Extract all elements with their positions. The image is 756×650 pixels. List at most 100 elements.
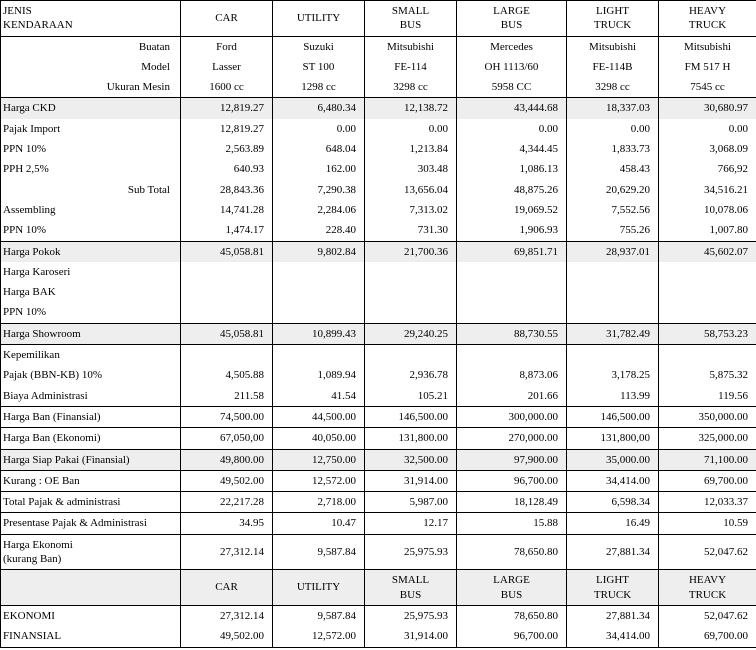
row-val-8-2 bbox=[365, 262, 457, 282]
row-label-12: Kepemilikan bbox=[1, 345, 181, 366]
row-val-12-5 bbox=[659, 345, 756, 366]
row-val-1-3: 0.00 bbox=[457, 119, 567, 139]
summary-val-0-0: 27,312.14 bbox=[181, 605, 273, 626]
row-val-13-5: 5,875.32 bbox=[659, 365, 756, 385]
row-val-9-2 bbox=[365, 282, 457, 302]
row-val-4-3: 48,875.26 bbox=[457, 180, 567, 200]
spec-val-0-0: Ford bbox=[181, 36, 273, 57]
row-val-5-0: 14,741.28 bbox=[181, 200, 273, 220]
row-val-3-0: 640.93 bbox=[181, 159, 273, 179]
row-val-2-4: 1,833.73 bbox=[567, 139, 659, 159]
row-label-4: Sub Total bbox=[1, 180, 181, 200]
row-label-18: Kurang : OE Ban bbox=[1, 470, 181, 491]
row-val-20-1: 10.47 bbox=[273, 513, 365, 534]
row-val-18-3: 96,700.00 bbox=[457, 470, 567, 491]
summary-val-1-0: 49,502.00 bbox=[181, 626, 273, 647]
row-val-2-1: 648.04 bbox=[273, 139, 365, 159]
row-label-7: Harga Pokok bbox=[1, 241, 181, 262]
row-val-17-5: 71,100.00 bbox=[659, 449, 756, 470]
row-val-14-2: 105.21 bbox=[365, 386, 457, 407]
row-val-2-3: 4,344.45 bbox=[457, 139, 567, 159]
row-val-21-0: 27,312.14 bbox=[181, 534, 273, 570]
spec-val-0-3: Mercedes bbox=[457, 36, 567, 57]
row-val-7-5: 45,602.07 bbox=[659, 241, 756, 262]
row-val-2-0: 2,563.89 bbox=[181, 139, 273, 159]
row-val-0-0: 12,819.27 bbox=[181, 98, 273, 119]
row-val-8-0 bbox=[181, 262, 273, 282]
row-val-3-5: 766,92 bbox=[659, 159, 756, 179]
row-val-10-5 bbox=[659, 302, 756, 323]
group-header-col-0: CAR bbox=[181, 570, 273, 606]
summary-val-1-5: 69,700.00 bbox=[659, 626, 756, 647]
vehicle-cost-table: JENISKENDARAANCARUTILITYSMALLBUSLARGEBUS… bbox=[0, 0, 756, 648]
row-val-6-2: 731.30 bbox=[365, 220, 457, 241]
row-val-17-1: 12,750.00 bbox=[273, 449, 365, 470]
row-val-21-4: 27,881.34 bbox=[567, 534, 659, 570]
group-header-col-5: HEAVYTRUCK bbox=[659, 570, 756, 606]
row-val-1-0: 12,819.27 bbox=[181, 119, 273, 139]
row-val-9-1 bbox=[273, 282, 365, 302]
row-val-13-3: 8,873.06 bbox=[457, 365, 567, 385]
row-val-8-5 bbox=[659, 262, 756, 282]
row-val-9-3 bbox=[457, 282, 567, 302]
summary-val-1-3: 96,700.00 bbox=[457, 626, 567, 647]
row-val-11-4: 31,782.49 bbox=[567, 323, 659, 344]
row-val-7-0: 45,058.81 bbox=[181, 241, 273, 262]
row-val-11-0: 45,058.81 bbox=[181, 323, 273, 344]
row-val-6-4: 755.26 bbox=[567, 220, 659, 241]
row-val-8-3 bbox=[457, 262, 567, 282]
spec-val-1-3: OH 1113/60 bbox=[457, 57, 567, 77]
spec-val-2-1: 1298 cc bbox=[273, 77, 365, 98]
row-val-18-2: 31,914.00 bbox=[365, 470, 457, 491]
header-col-0: CAR bbox=[181, 1, 273, 37]
row-val-17-2: 32,500.00 bbox=[365, 449, 457, 470]
row-label-9: Harga BAK bbox=[1, 282, 181, 302]
spec-val-2-4: 3298 cc bbox=[567, 77, 659, 98]
row-val-1-4: 0.00 bbox=[567, 119, 659, 139]
summary-val-0-2: 25,975.93 bbox=[365, 605, 457, 626]
row-val-4-2: 13,656.04 bbox=[365, 180, 457, 200]
row-val-10-3 bbox=[457, 302, 567, 323]
row-val-3-1: 162.00 bbox=[273, 159, 365, 179]
row-val-17-4: 35,000.00 bbox=[567, 449, 659, 470]
row-val-14-0: 211.58 bbox=[181, 386, 273, 407]
row-val-16-3: 270,000.00 bbox=[457, 428, 567, 449]
row-val-9-4 bbox=[567, 282, 659, 302]
spec-val-0-1: Suzuki bbox=[273, 36, 365, 57]
row-val-2-5: 3,068.09 bbox=[659, 139, 756, 159]
row-val-14-5: 119.56 bbox=[659, 386, 756, 407]
row-val-4-4: 20,629.20 bbox=[567, 180, 659, 200]
row-val-14-3: 201.66 bbox=[457, 386, 567, 407]
row-val-17-3: 97,900.00 bbox=[457, 449, 567, 470]
spec-val-2-3: 5958 CC bbox=[457, 77, 567, 98]
row-val-20-4: 16.49 bbox=[567, 513, 659, 534]
row-val-14-1: 41.54 bbox=[273, 386, 365, 407]
row-label-16: Harga Ban (Ekonomi) bbox=[1, 428, 181, 449]
spec-val-1-2: FE-114 bbox=[365, 57, 457, 77]
row-val-7-2: 21,700.36 bbox=[365, 241, 457, 262]
row-label-1: Pajak Import bbox=[1, 119, 181, 139]
row-val-13-2: 2,936.78 bbox=[365, 365, 457, 385]
row-val-3-3: 1,086.13 bbox=[457, 159, 567, 179]
row-val-11-1: 10,899.43 bbox=[273, 323, 365, 344]
spec-val-1-0: Lasser bbox=[181, 57, 273, 77]
row-label-14: Biaya Administrasi bbox=[1, 386, 181, 407]
row-val-21-3: 78,650.80 bbox=[457, 534, 567, 570]
summary-val-0-3: 78,650.80 bbox=[457, 605, 567, 626]
row-val-16-4: 131,800,00 bbox=[567, 428, 659, 449]
row-val-0-2: 12,138.72 bbox=[365, 98, 457, 119]
spec-val-2-2: 3298 cc bbox=[365, 77, 457, 98]
row-val-20-2: 12.17 bbox=[365, 513, 457, 534]
row-val-3-2: 303.48 bbox=[365, 159, 457, 179]
row-val-15-3: 300,000.00 bbox=[457, 406, 567, 427]
row-label-0: Harga CKD bbox=[1, 98, 181, 119]
summary-val-1-4: 34,414.00 bbox=[567, 626, 659, 647]
row-val-18-1: 12,572.00 bbox=[273, 470, 365, 491]
row-val-21-5: 52,047.62 bbox=[659, 534, 756, 570]
header-label: JENISKENDARAAN bbox=[1, 1, 181, 37]
row-val-15-2: 146,500.00 bbox=[365, 406, 457, 427]
row-val-19-5: 12,033.37 bbox=[659, 492, 756, 513]
row-val-8-4 bbox=[567, 262, 659, 282]
row-val-18-5: 69,700.00 bbox=[659, 470, 756, 491]
row-val-14-4: 113.99 bbox=[567, 386, 659, 407]
